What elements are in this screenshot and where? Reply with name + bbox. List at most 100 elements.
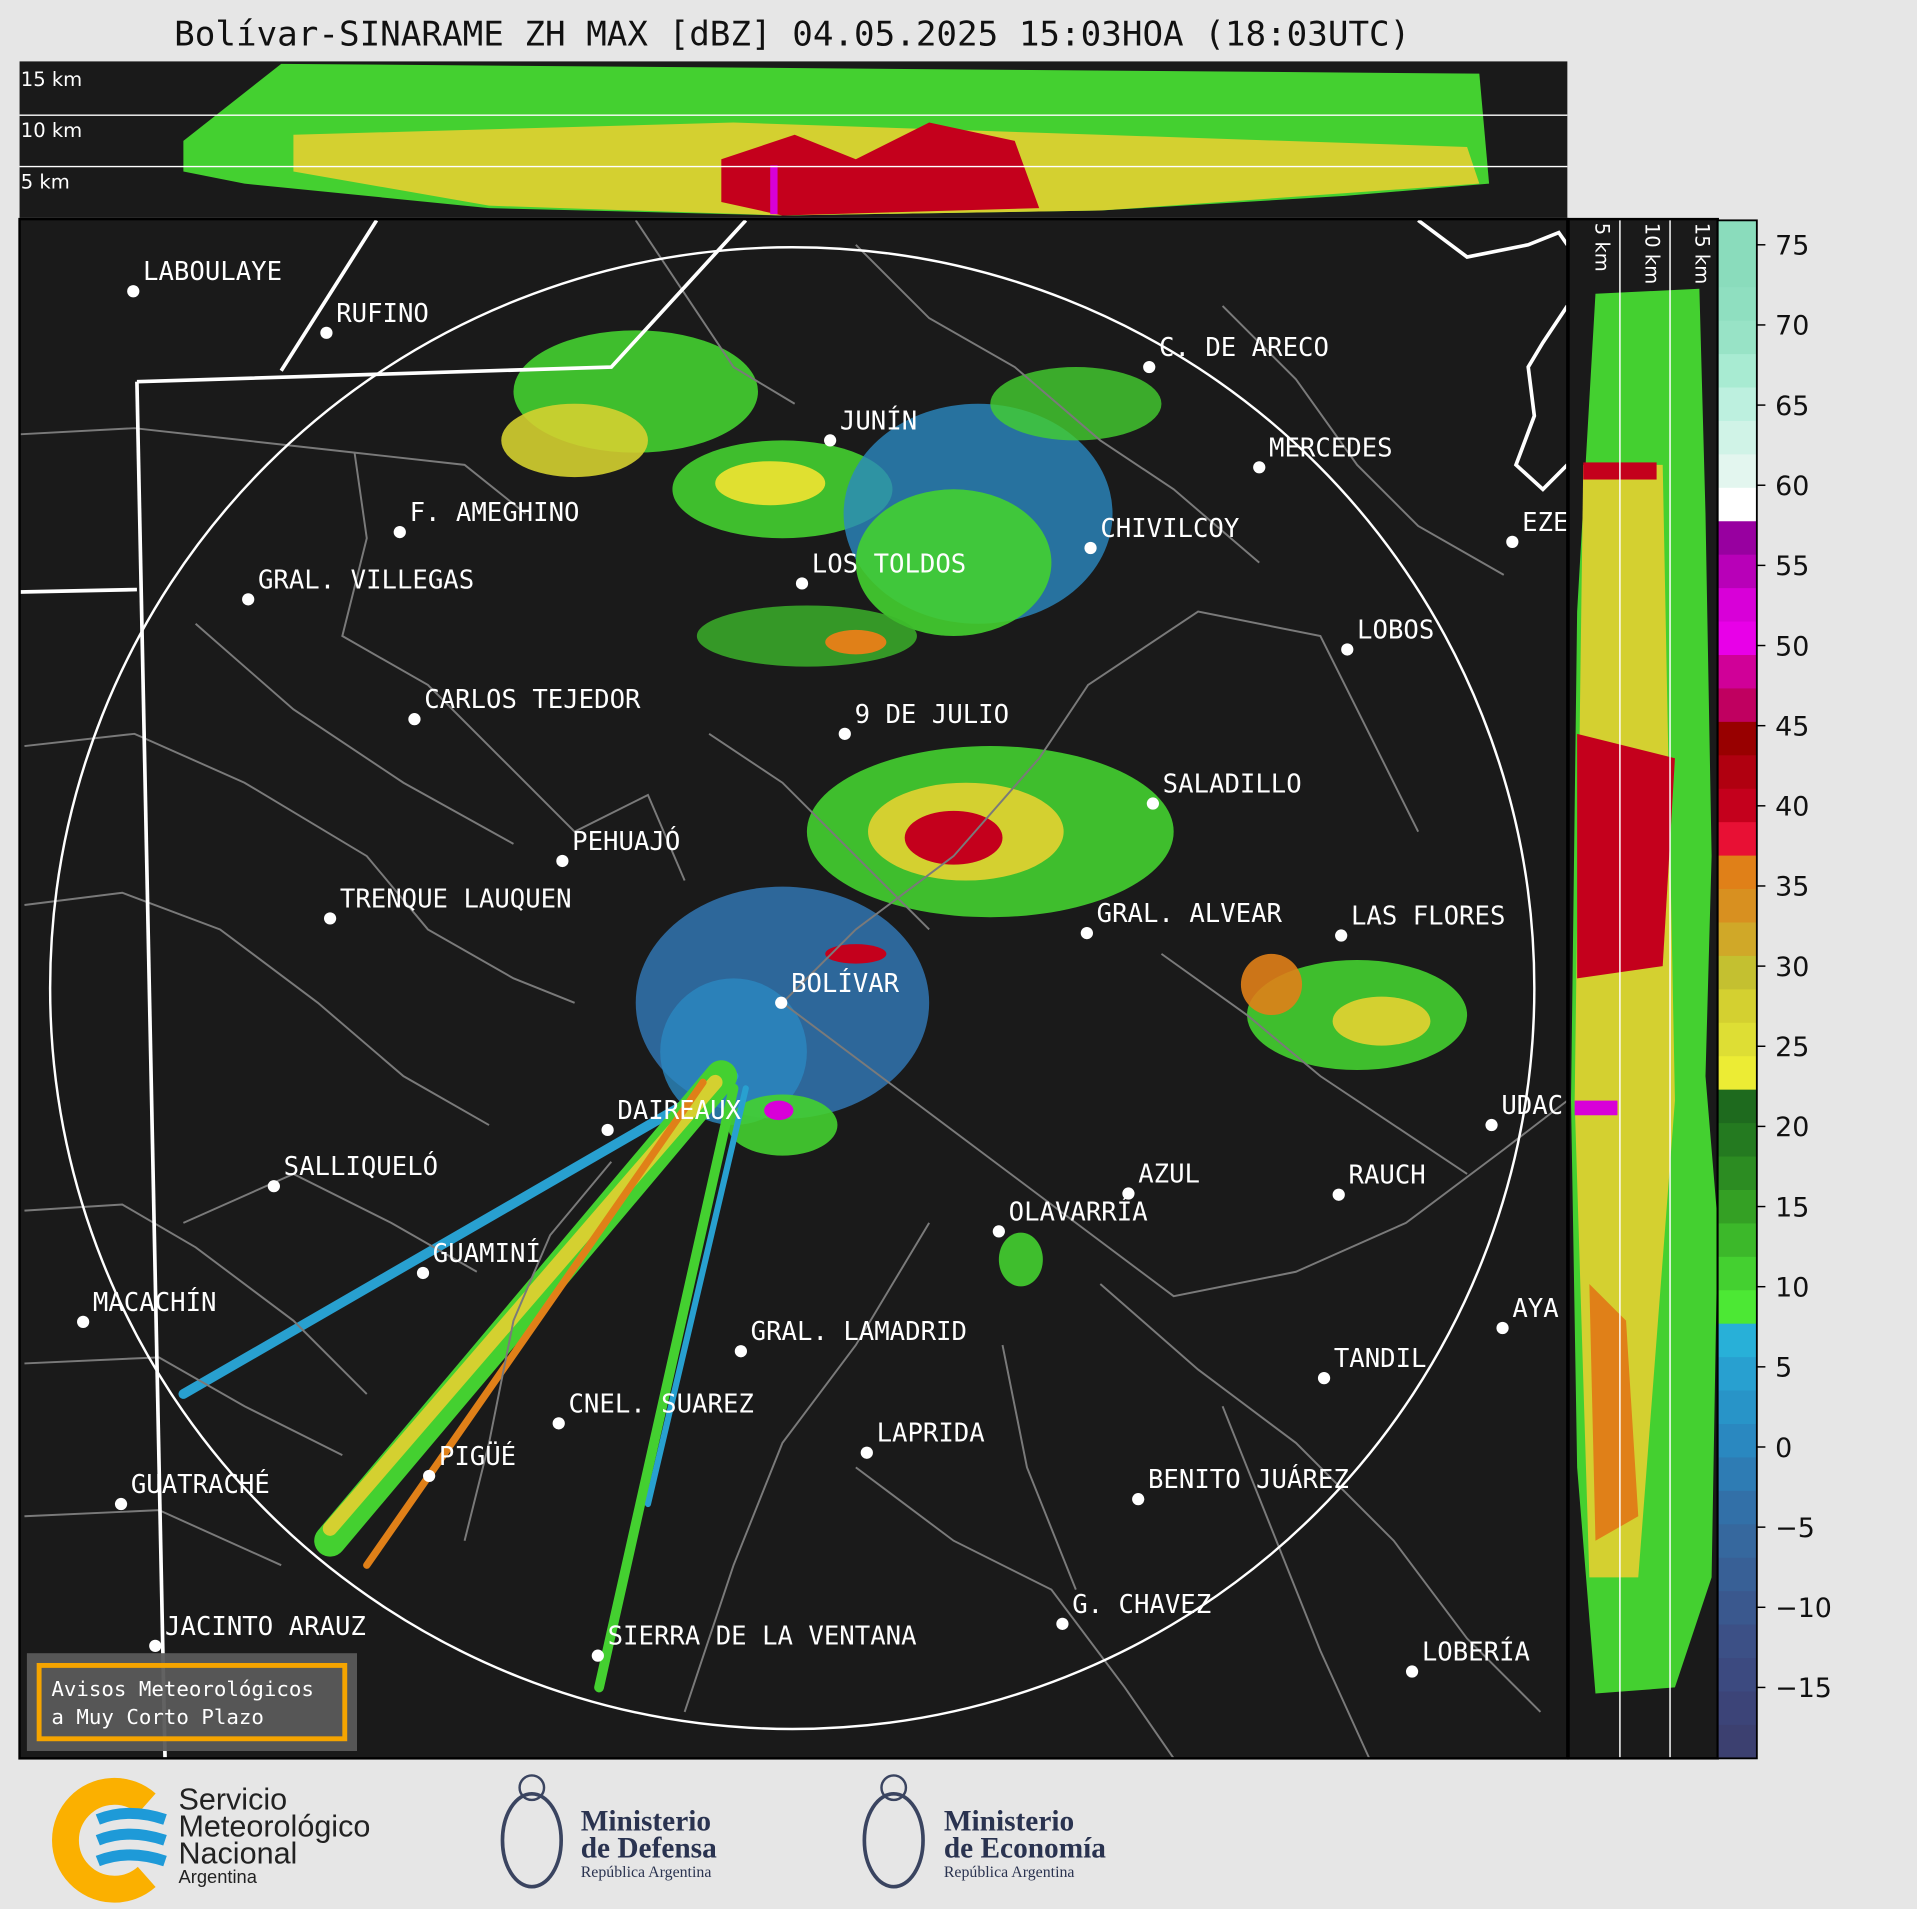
city-marker: AZUL	[1122, 1160, 1200, 1200]
echo-ray	[178, 1071, 739, 1399]
colorbar-bin	[1717, 387, 1757, 422]
city-dot-icon	[992, 1225, 1005, 1238]
city-marker: F. AMEGHINO	[393, 498, 579, 539]
city-marker: SIERRA DE LA VENTANA	[591, 1622, 917, 1662]
city-marker: RAUCH	[1332, 1161, 1426, 1201]
city-dot-icon	[1485, 1118, 1498, 1132]
city-marker: LABOULAYE	[127, 257, 282, 298]
colorbar-bin	[1717, 1056, 1757, 1091]
colorbar-tick-label: 45	[1775, 711, 1809, 742]
colorbar-bin	[1717, 1089, 1757, 1124]
figure-title: Bolívar-SINARAME ZH MAX [dBZ] 04.05.2025…	[174, 15, 1410, 55]
colorbar-bin	[1717, 1290, 1757, 1325]
city-marker: LOS TOLDOS	[795, 549, 966, 590]
colorbar-bin	[1717, 1357, 1757, 1392]
echo-ray	[363, 1078, 707, 1569]
city-marker: 9 DE JULIO	[838, 700, 1009, 740]
colorbar-bin	[1717, 521, 1757, 556]
defensa-text-1: Ministerio	[581, 1805, 711, 1837]
city-label: MACACHÍN	[93, 1286, 217, 1318]
city-marker: SALADILLO	[1146, 770, 1302, 810]
city-label: CHIVILCOY	[1100, 514, 1239, 544]
city-dot-icon	[860, 1446, 873, 1459]
city-dot-icon	[1132, 1493, 1145, 1506]
colorbar-bin	[1717, 621, 1757, 656]
city-dot-icon	[127, 285, 140, 298]
city-dot-icon	[1122, 1187, 1135, 1200]
county-border-line	[24, 1203, 368, 1395]
city-marker: GRAL. VILLEGAS	[242, 565, 474, 606]
radar-map[interactable]: LABOULAYE RUFINO C. DE ARECO JUNÍN MERCEDES F…	[18, 217, 1569, 1760]
county-border-line	[341, 452, 686, 881]
colorbar-tick-label: −10	[1775, 1593, 1832, 1624]
county-border-line	[1221, 1405, 1371, 1759]
economia-text-3: República Argentina	[944, 1864, 1075, 1881]
colorbar-bin	[1717, 1256, 1757, 1291]
colorbar-bin	[1717, 1423, 1757, 1459]
city-label: TANDIL	[1334, 1344, 1427, 1374]
colorbar-tick-label: 15	[1775, 1192, 1809, 1223]
colorbar-tick-label: 50	[1775, 631, 1809, 662]
county-border-line	[855, 1466, 1175, 1759]
echo-cell	[825, 629, 887, 655]
city-dot-icon	[267, 1180, 280, 1193]
city-dot-icon	[1506, 535, 1519, 548]
warning-box[interactable]: Avisos Meteorológicos a Muy Corto Plazo	[26, 1653, 357, 1752]
colorbar-bin	[1717, 420, 1757, 456]
county-border-line	[1099, 1283, 1542, 1713]
echo-cell	[904, 810, 1003, 865]
county-border-line	[182, 1172, 478, 1273]
city-marker: CHIVILCOY	[1084, 514, 1239, 555]
colorbar-bin	[1717, 287, 1757, 322]
city-label: LABOULAYE	[143, 257, 282, 287]
side-height-label-15km: 15 km	[1691, 223, 1714, 284]
city-label: LOBERÍA	[1422, 1636, 1530, 1668]
city-label: LAS FLORES	[1351, 902, 1505, 932]
colorbar-bin	[1717, 1123, 1757, 1158]
city-marker: CNEL. SUAREZ	[552, 1389, 754, 1430]
colorbar-bin	[1717, 588, 1757, 623]
city-label: SIERRA DE LA VENTANA	[608, 1622, 917, 1652]
city-dot-icon	[824, 434, 837, 447]
echo-cell	[855, 489, 1052, 637]
colorbar-tick-label: 65	[1775, 391, 1809, 422]
city-dot-icon	[320, 326, 333, 339]
county-border-line	[1160, 953, 1468, 1175]
city-label: RAUCH	[1349, 1161, 1426, 1191]
colorbar-bin	[1717, 1490, 1757, 1526]
county-border-line	[463, 1161, 613, 1541]
side-echo-profile	[1571, 288, 1718, 1694]
county-border-line	[194, 623, 514, 845]
city-dot-icon	[775, 996, 788, 1009]
city-dot-icon	[601, 1123, 614, 1137]
colorbar-bin	[1717, 889, 1757, 924]
colorbar-bin	[1717, 253, 1757, 288]
city-label: BOLÍVAR	[791, 967, 900, 999]
height-label-15km: 15 km	[21, 68, 82, 91]
city-marker: G. CHAVEZ	[1056, 1590, 1211, 1630]
colorbar-bin	[1717, 1591, 1757, 1626]
colorbar-bin	[1717, 1524, 1757, 1559]
colorbar-bin	[1717, 989, 1757, 1024]
city-marker: GUAMINÍ	[416, 1237, 541, 1280]
county-border-line	[24, 891, 490, 1126]
city-marker: JACINTO ARAUZ	[149, 1612, 366, 1652]
colorbar-tick-label: 75	[1775, 231, 1809, 262]
city-marker: TRENQUE LAUQUEN	[323, 884, 572, 925]
city-dot-icon	[591, 1649, 604, 1662]
county-border-line	[1221, 305, 1505, 576]
city-label: G. CHAVEZ	[1072, 1590, 1211, 1620]
city-label: GUAMINÍ	[433, 1237, 541, 1269]
reflectivity-echoes	[178, 330, 1468, 1693]
city-label: LAPRIDA	[877, 1419, 985, 1449]
range-ring	[48, 246, 1536, 1731]
city-dot-icon	[149, 1639, 162, 1652]
city-label: LOS TOLDOS	[812, 549, 966, 579]
colorbar-bin	[1717, 220, 1757, 255]
city-dot-icon	[1143, 360, 1156, 374]
city-marker: UDAC	[1485, 1091, 1563, 1132]
echo-cell	[1332, 996, 1431, 1046]
colorbar-bin	[1717, 855, 1757, 890]
colorbar-bin	[1717, 1658, 1757, 1693]
